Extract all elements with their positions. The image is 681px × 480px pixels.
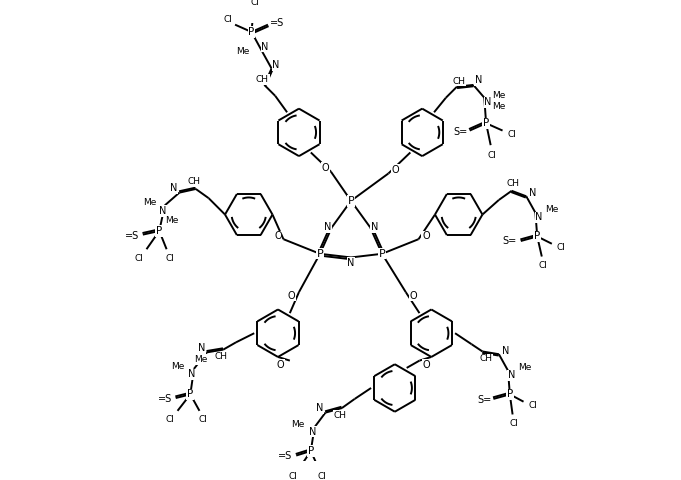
Text: S=: S= (503, 236, 517, 246)
Text: P: P (317, 249, 323, 259)
Text: Cl: Cl (487, 151, 496, 160)
Text: Cl: Cl (288, 472, 297, 480)
Text: O: O (321, 163, 329, 173)
Text: Me: Me (165, 216, 178, 225)
Text: O: O (274, 231, 282, 241)
Text: N: N (535, 212, 543, 222)
Text: O: O (277, 360, 285, 370)
Text: N: N (508, 370, 516, 380)
Text: N: N (197, 343, 205, 353)
Text: N: N (323, 222, 331, 232)
Text: P: P (187, 389, 193, 399)
Text: Cl: Cl (165, 254, 175, 263)
Text: Cl: Cl (317, 472, 326, 480)
Text: N: N (529, 188, 537, 198)
Text: CH: CH (187, 177, 200, 186)
Text: Me: Me (236, 47, 250, 56)
Text: N: N (347, 258, 355, 268)
Text: N: N (475, 75, 483, 85)
Text: N: N (484, 97, 492, 107)
Text: Me: Me (144, 198, 157, 207)
Text: Me: Me (518, 363, 531, 372)
Text: Me: Me (545, 205, 558, 215)
Text: P: P (507, 389, 513, 399)
Text: N: N (189, 369, 196, 379)
Text: Cl: Cl (165, 416, 175, 424)
Text: Cl: Cl (251, 0, 259, 7)
Text: O: O (422, 231, 430, 241)
Text: =S: =S (125, 230, 139, 240)
Text: CH: CH (256, 75, 269, 84)
Text: O: O (409, 291, 417, 301)
Text: =S: =S (270, 18, 284, 28)
Text: P: P (308, 446, 314, 456)
Text: N: N (272, 60, 280, 70)
Text: P: P (534, 231, 540, 241)
Text: S=: S= (477, 395, 492, 405)
Text: P: P (249, 27, 255, 37)
Text: Me: Me (171, 361, 185, 371)
Text: S=: S= (454, 127, 468, 137)
Text: CH: CH (334, 411, 347, 420)
Text: N: N (371, 222, 379, 232)
Text: N: N (309, 427, 317, 437)
Text: N: N (316, 403, 323, 413)
Text: Cl: Cl (507, 130, 516, 139)
Text: Me: Me (291, 420, 304, 429)
Text: CH: CH (507, 179, 520, 188)
Text: N: N (170, 183, 178, 193)
Text: Me: Me (492, 102, 505, 111)
Text: Cl: Cl (528, 401, 537, 410)
Text: CH: CH (479, 354, 492, 363)
Text: O: O (392, 165, 400, 175)
Text: N: N (262, 42, 269, 51)
Text: CH: CH (215, 352, 228, 361)
Text: Me: Me (195, 355, 208, 364)
Text: P: P (379, 249, 385, 259)
Text: O: O (423, 360, 430, 370)
Text: =S: =S (278, 452, 292, 461)
Text: Cl: Cl (556, 243, 565, 252)
Text: CH: CH (452, 77, 465, 86)
Text: =S: =S (157, 394, 172, 404)
Text: Cl: Cl (538, 261, 547, 270)
Text: P: P (483, 118, 489, 128)
Text: Cl: Cl (223, 15, 232, 24)
Text: Cl: Cl (135, 254, 144, 263)
Text: P: P (347, 196, 354, 206)
Text: N: N (159, 206, 167, 216)
Text: N: N (502, 346, 509, 356)
Text: Me: Me (492, 91, 505, 100)
Text: Cl: Cl (509, 419, 518, 428)
Text: Cl: Cl (199, 416, 208, 424)
Text: P: P (156, 226, 162, 236)
Text: O: O (288, 291, 296, 301)
